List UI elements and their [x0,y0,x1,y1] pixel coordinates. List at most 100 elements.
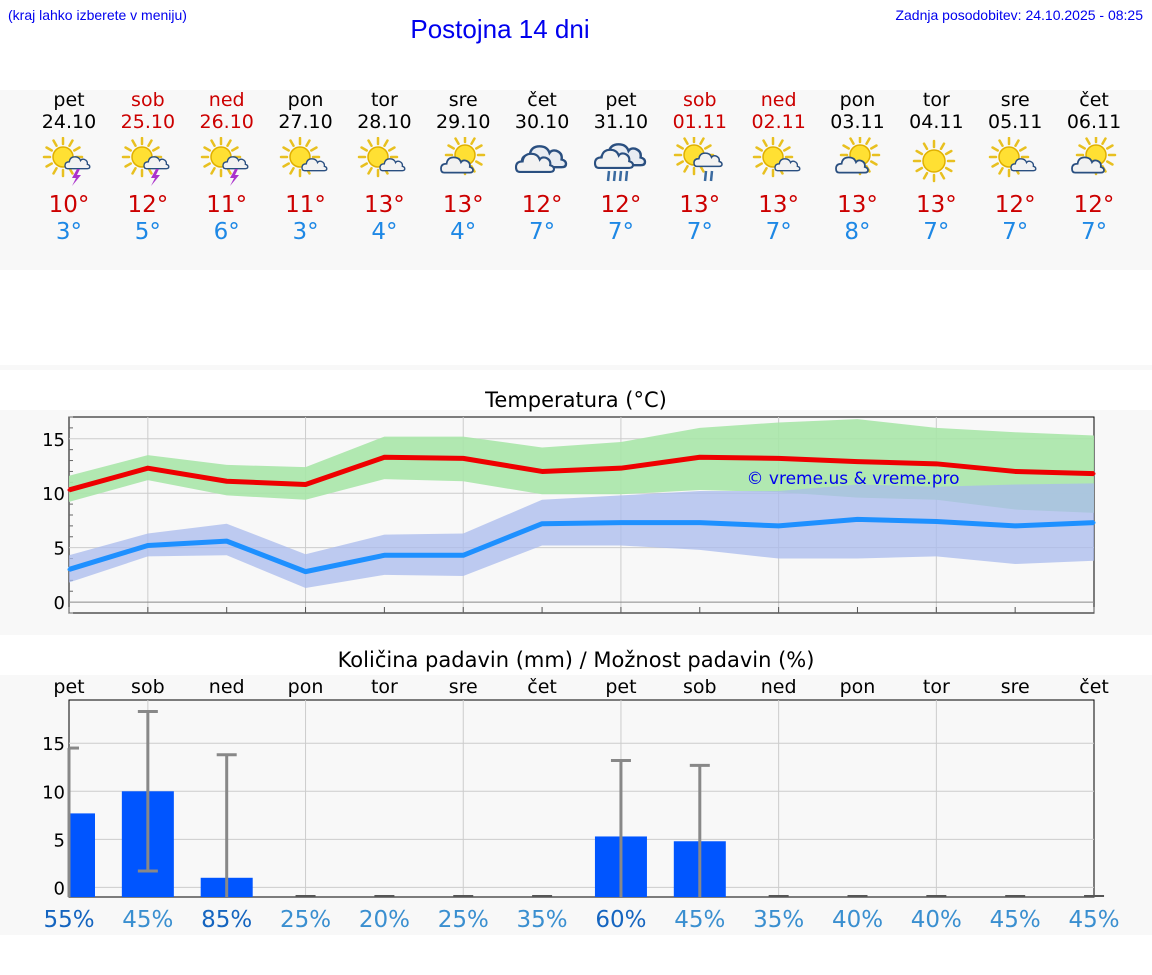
precipitation-probability: 45% [122,907,173,933]
min-temperature-point [540,522,544,526]
max-temperature: 13° [442,192,484,218]
max-temperature-point [67,488,71,492]
day-column: pon 03.11 13° 8° [819,89,897,246]
sun-cloud-thunder-icon [200,137,249,186]
temp-y-tick-label: 5 [54,539,65,560]
max-temperature-point [855,460,859,464]
day-column: čet 06.11 12° 7° [1055,90,1133,246]
day-date: 31.10 [593,111,649,133]
rain-day-label: pon [288,676,324,698]
min-temperature-point [698,521,702,525]
last-update: Zadnja posodobitev: 24.10.2025 - 08:25 [895,7,1143,23]
min-temperature: 7° [529,219,556,245]
max-temperature-point [1092,472,1096,476]
min-temperature-point [146,543,150,547]
day-column: pon 27.10 11° 3° [267,89,345,246]
precipitation-chart-title: Količina padavin (mm) / Možnost padavin … [337,648,815,672]
max-temperature: 12° [994,192,1036,218]
day-column: pet 31.10 12° 7° [582,90,660,246]
sun-cloud-icon [440,137,486,176]
max-temperature: 10° [48,192,90,218]
day-column: sre 05.11 12° 7° [976,90,1054,246]
day-name: pet [53,89,85,111]
precipitation-probability: 35% [517,907,568,933]
max-temperature-point [225,479,229,483]
max-temperature-point [777,456,781,460]
max-temperature: 12° [521,192,563,218]
min-temperature: 7° [607,219,634,245]
day-column: ned 02.11 13° 7° [740,90,818,246]
min-temperature: 7° [1080,219,1108,245]
rain-day-label: sre [449,676,478,698]
rain-y-tick-label: 10 [42,782,65,803]
min-temperature-point [382,553,386,557]
min-temperature-point [1013,524,1017,528]
precipitation-probability: 55% [43,907,94,933]
min-temperature: 4° [450,219,477,245]
rain-day-label: pet [605,676,636,698]
sun-small-cloud-icon [279,137,328,178]
max-temperature-point [1013,469,1017,473]
rain-y-tick-label: 5 [54,830,65,851]
rain-day-label: čet [527,676,557,698]
sun-cloud-thunder-icon [121,137,170,186]
max-temperature-point [698,455,702,459]
min-temperature-point [855,517,859,521]
min-temperature-point [225,539,229,543]
day-column: pet 24.10 10° 3° [30,89,108,246]
sun-cloud-icon [834,137,880,176]
day-date: 25.10 [120,111,176,133]
day-name: tor [922,89,950,111]
rain-day-label: sob [683,676,717,698]
cloudy-icon [515,145,568,173]
precipitation-probability: 40% [911,907,962,933]
day-date: 01.11 [672,111,727,133]
precipitation-probability: 45% [1068,907,1119,933]
max-temperature: 11° [285,192,326,218]
min-temperature: 7° [765,219,792,245]
rain-plot-area [68,699,1095,898]
min-temperature: 7° [1002,219,1029,245]
rain-y-tick-label: 0 [54,878,65,899]
rain-day-label: pet [53,676,84,698]
max-temperature: 13° [758,192,800,218]
day-column: tor 04.11 13° 7° [897,89,975,246]
max-temperature-point [146,466,150,470]
sun-small-cloud-icon [988,137,1037,178]
sun-small-cloud-icon [752,137,801,178]
min-temperature-point [67,567,71,571]
day-column: sob 25.10 12° 5° [109,89,187,246]
sun-icon [913,139,956,183]
day-date: 04.11 [909,111,964,133]
max-temperature: 13° [364,192,405,218]
min-temperature-point [304,570,308,574]
day-name: pon [287,89,324,111]
precipitation-bar [69,813,95,897]
separator-band [0,365,1152,370]
day-column: ned 26.10 11° 6° [188,89,266,246]
day-date: 05.11 [987,111,1043,133]
page-title: Postojna 14 dni [410,14,590,44]
chart-watermark: © vreme.us & vreme.pro [746,469,959,489]
max-temperature: 12° [127,192,169,218]
min-temperature-point [934,520,938,524]
day-column: čet 30.10 12° 7° [503,90,581,246]
day-name: tor [370,89,398,111]
temp-y-tick-label: 15 [42,430,65,451]
day-name: sob [131,89,165,111]
min-temperature: 7° [923,219,950,245]
min-temperature: 5° [134,219,161,245]
min-temperature-band [69,483,1094,588]
min-temperature: 6° [213,219,240,245]
sun-cloud-thunder-icon [42,137,91,186]
min-temperature-point [619,521,623,525]
max-temperature-point [619,466,623,470]
day-name: pon [839,89,876,111]
rain-day-label: ned [761,676,797,698]
sun-cloud-icon [1071,137,1117,176]
day-name: ned [208,89,245,111]
max-temperature-line [68,454,1095,493]
cloud-rain-icon [593,143,647,182]
min-temperature: 7° [686,219,713,245]
